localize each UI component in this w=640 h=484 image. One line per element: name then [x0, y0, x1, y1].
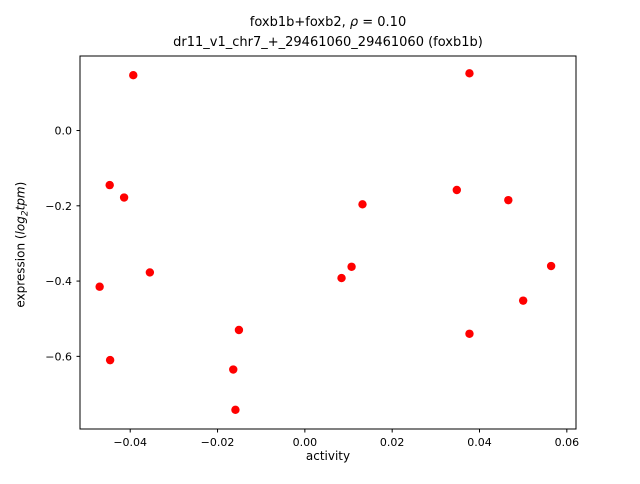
title-text-pre: foxb1b+foxb2, [249, 15, 350, 30]
data-point [145, 268, 155, 277]
x-tick-label: 0.00 [293, 436, 318, 449]
y-tick-label: −0.4 [45, 275, 72, 288]
rho-symbol: ρ [349, 15, 359, 30]
data-point [465, 329, 474, 338]
x-tick-label: 0.02 [380, 436, 405, 449]
y-label-sub: 2 [20, 210, 31, 217]
chart-title: foxb1b+foxb2, ρ = 0.10 dr11_v1_chr7_+_29… [80, 13, 576, 53]
data-point [465, 69, 474, 78]
data-point [234, 325, 244, 335]
x-tick-label: 0.06 [555, 436, 580, 449]
chart-title-line2: dr11_v1_chr7_+_29461060_29461060 (foxb1b… [173, 35, 483, 50]
title-text-post: = 0.10 [358, 15, 407, 30]
data-point [129, 70, 138, 80]
x-tick-label: −0.02 [201, 436, 235, 449]
data-point [105, 355, 115, 365]
y-label-pre: expression ( [13, 234, 28, 308]
data-point [105, 180, 114, 190]
plot-frame [79, 55, 577, 430]
chart-title-line1: foxb1b+foxb2, ρ = 0.10 [80, 13, 576, 33]
data-point [452, 185, 462, 195]
y-label-post: ) [13, 181, 28, 187]
y-label-log: log [13, 216, 28, 235]
x-axis-label: activity [305, 449, 351, 463]
data-point [504, 195, 513, 205]
data-point [347, 262, 356, 271]
x-tick-label: 0.04 [467, 436, 492, 449]
data-point [229, 365, 238, 374]
y-axis-label: expression (log2tpm) [13, 145, 30, 345]
data-point [95, 282, 104, 291]
y-tick-label: −0.6 [45, 350, 72, 363]
data-point [337, 273, 346, 283]
y-tick-label: 0.0 [55, 125, 73, 138]
y-label-var: tpm [13, 186, 28, 211]
y-tick-label: −0.2 [45, 200, 72, 213]
data-point [546, 261, 556, 271]
data-point [358, 200, 367, 209]
x-tick-label: −0.04 [113, 436, 147, 449]
data-point [119, 193, 129, 202]
data-point [231, 405, 240, 415]
data-point [518, 296, 528, 305]
